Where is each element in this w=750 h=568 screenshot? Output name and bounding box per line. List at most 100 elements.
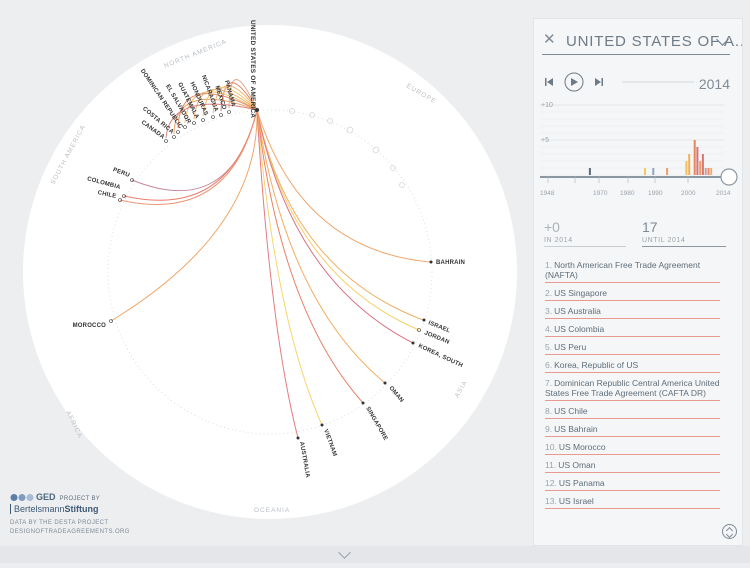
node-guatemala[interactable] — [192, 121, 196, 125]
skip-forward-icon[interactable] — [595, 78, 603, 86]
node-peru[interactable] — [130, 178, 134, 182]
arc-morocco — [110, 109, 258, 322]
agreement-item[interactable]: 5. US Peru — [545, 339, 720, 355]
arc-dominican-republic — [177, 93, 258, 129]
region-oceania: OCEANIA — [254, 507, 290, 514]
node-chile[interactable] — [118, 198, 122, 202]
agreement-index: 4. — [545, 324, 553, 334]
node-oman[interactable] — [383, 381, 387, 385]
scroll-toggle-icon[interactable] — [722, 524, 737, 539]
close-icon[interactable]: ✕ — [543, 31, 556, 48]
agreement-item[interactable]: 8. US Chile — [545, 403, 720, 419]
agreement-stats: +0 IN 2014 17 UNTIL 2014 — [534, 219, 742, 249]
node-singapore[interactable] — [361, 401, 365, 405]
timeline-chart[interactable]: +10 +5 1948 1970 1980 1990 2000 2014 — [538, 99, 738, 204]
y-tick-5: +5 — [541, 137, 549, 144]
new-count: +0 — [544, 219, 560, 235]
timeline-bar-2000 — [685, 161, 688, 175]
agreement-item[interactable]: 2. US Singapore — [545, 285, 720, 301]
timeline-bar-2006 — [701, 154, 704, 175]
total-label: UNTIL 2014 — [642, 237, 686, 244]
agreement-index: 1. — [545, 260, 553, 270]
arc-australia — [256, 109, 299, 439]
timeline-bar-2001 — [688, 154, 691, 175]
agreement-arcs — [110, 79, 431, 439]
playback-icons — [545, 72, 694, 92]
stat-new: +0 IN 2014 — [544, 219, 626, 247]
agreement-item[interactable]: 4. US Colombia — [545, 321, 720, 337]
node-united-states[interactable] — [255, 108, 259, 112]
agreement-list: 1. North American Free Trade Agreement (N… — [534, 257, 742, 511]
arc-singapore — [256, 109, 364, 404]
bertelsmann-logo[interactable]: BertelsmannStiftung — [10, 504, 160, 515]
timeline-slider-handle[interactable] — [720, 168, 738, 186]
node-korea-south[interactable] — [411, 341, 415, 345]
branding: GED PROJECT BY BertelsmannStiftung DATA B… — [10, 492, 160, 535]
node-dominican-republic[interactable] — [176, 130, 180, 134]
country-select-title[interactable]: UNITED STATES OF A... — [566, 33, 743, 50]
timeline-bars — [588, 140, 713, 175]
arc-costa-rica — [173, 98, 258, 135]
agreement-item[interactable]: 7. Dominican Republic Central America Uni… — [545, 375, 720, 401]
agreement-index: 8. — [545, 406, 553, 416]
arc-oman — [256, 109, 386, 384]
agreement-name: US Australia — [554, 306, 601, 316]
stiftung-part: Stiftung — [64, 504, 99, 515]
website-link[interactable]: DESIGNOFTRADEAGREEMENTS.ORG — [10, 529, 130, 536]
arc-canada — [165, 103, 258, 139]
node-vietnam[interactable] — [320, 423, 324, 427]
title-underline — [542, 54, 730, 55]
agreement-item[interactable]: 10. US Morocco — [545, 439, 720, 455]
node-bahrain[interactable] — [429, 260, 433, 264]
agreement-index: 11. — [545, 460, 557, 470]
details-panel: ✕ UNITED STATES OF A... 2014 +10 +5 — [533, 18, 743, 546]
agreement-name: US Chile — [554, 406, 588, 416]
timeline-bar-2007 — [704, 168, 707, 175]
agreement-item[interactable]: 13. US Israel — [545, 493, 720, 509]
agreement-index: 13. — [545, 496, 557, 506]
agreement-item[interactable]: 6. Korea, Republic of US — [545, 357, 720, 373]
project-by-label: PROJECT BY — [59, 496, 101, 502]
agreement-name: Korea, Republic of US — [554, 360, 639, 370]
label-morocco: MOROCCO — [73, 323, 107, 329]
node-australia[interactable] — [296, 436, 300, 440]
agreement-index: 10. — [545, 442, 557, 452]
agreement-name: US Peru — [554, 342, 587, 352]
node-colombia[interactable] — [122, 194, 126, 198]
arc-bahrain — [256, 109, 431, 263]
node-mexico[interactable] — [219, 113, 223, 117]
node-morocco[interactable] — [109, 319, 113, 323]
agreement-item[interactable]: 9. US Bahrain — [545, 421, 720, 437]
agreement-item[interactable]: 12. US Panama — [545, 475, 720, 491]
timeline-track — [540, 176, 724, 178]
label-peru: PERU — [112, 167, 130, 179]
panel-header: ✕ UNITED STATES OF A... — [534, 19, 742, 63]
agreement-name: North American Free Trade Agreement (NAF… — [545, 260, 701, 280]
agreement-index: 9. — [545, 424, 553, 434]
agreement-item[interactable]: 3. US Australia — [545, 303, 720, 319]
timeline-ticks — [547, 176, 689, 183]
node-panama[interactable] — [227, 110, 231, 114]
agreement-index: 2. — [545, 288, 553, 298]
node-canada[interactable] — [164, 139, 168, 143]
node-nicaragua[interactable] — [211, 115, 215, 119]
node-costa-rica[interactable] — [172, 135, 176, 139]
timeline-bar-1988 — [652, 168, 655, 175]
agreement-item[interactable]: 1. North American Free Trade Agreement (N… — [545, 257, 720, 283]
x-label-1970: 1970 — [593, 190, 608, 197]
node-el-salvador[interactable] — [183, 125, 187, 129]
agreement-name: US Singapore — [554, 288, 608, 298]
timeline-bar-1965 — [588, 168, 591, 175]
play-button[interactable] — [564, 72, 584, 92]
current-year: 2014 — [698, 76, 730, 92]
node-jordan[interactable] — [417, 328, 421, 332]
agreement-item[interactable]: 11. US Oman — [545, 457, 720, 473]
agreement-name: US Colombia — [554, 324, 605, 334]
node-israel[interactable] — [422, 318, 426, 322]
agreement-name: US Oman — [558, 460, 596, 470]
node-honduras[interactable] — [201, 118, 205, 122]
agreement-name: US Morocco — [558, 442, 606, 452]
total-count: 17 — [642, 219, 658, 235]
label-united-states: UNITED STATES OF AMERICA — [249, 20, 256, 118]
skip-back-icon[interactable] — [545, 78, 553, 86]
